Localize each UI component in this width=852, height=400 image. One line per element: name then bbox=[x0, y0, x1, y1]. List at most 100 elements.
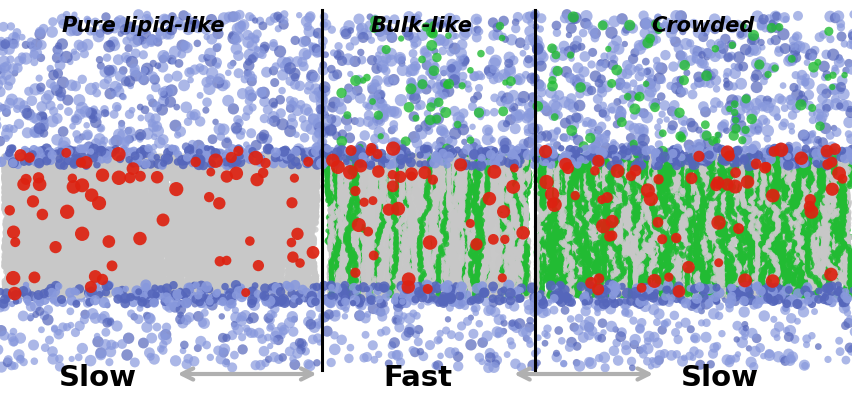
Point bbox=[154, 276, 168, 283]
Point bbox=[704, 228, 717, 234]
Point bbox=[442, 232, 456, 239]
Point bbox=[128, 202, 141, 209]
Point bbox=[791, 220, 804, 226]
Point bbox=[417, 172, 431, 178]
Point bbox=[236, 251, 250, 258]
Point bbox=[377, 271, 391, 277]
Point bbox=[598, 224, 612, 230]
Point bbox=[85, 221, 99, 227]
Point bbox=[295, 292, 308, 299]
Point bbox=[498, 284, 512, 291]
Point bbox=[505, 264, 519, 270]
Point bbox=[60, 229, 74, 236]
Point bbox=[210, 210, 224, 216]
Point bbox=[374, 231, 388, 238]
Point bbox=[389, 170, 402, 177]
Point bbox=[606, 181, 619, 188]
Point bbox=[128, 247, 141, 253]
Point bbox=[72, 42, 86, 48]
Point bbox=[257, 169, 271, 176]
Point bbox=[170, 104, 183, 110]
Point bbox=[67, 207, 81, 213]
Point bbox=[377, 201, 390, 207]
Point bbox=[333, 290, 347, 296]
Point bbox=[637, 180, 651, 186]
Point bbox=[185, 203, 199, 209]
Point bbox=[451, 180, 464, 186]
Point bbox=[164, 172, 178, 179]
Point bbox=[101, 260, 115, 266]
Point bbox=[85, 158, 99, 165]
Point bbox=[239, 189, 253, 195]
Point bbox=[79, 255, 93, 261]
Point bbox=[452, 173, 466, 179]
Point bbox=[557, 182, 571, 188]
Point bbox=[649, 157, 663, 163]
Point bbox=[611, 164, 625, 170]
Point bbox=[222, 175, 236, 182]
Point bbox=[643, 265, 657, 272]
Point bbox=[320, 155, 333, 161]
Point bbox=[262, 279, 275, 286]
Point bbox=[198, 208, 211, 214]
Point bbox=[212, 261, 226, 268]
Point bbox=[75, 286, 89, 292]
Point bbox=[110, 163, 124, 169]
Point bbox=[439, 278, 452, 284]
Point bbox=[308, 324, 321, 330]
Point bbox=[453, 240, 467, 247]
Point bbox=[55, 16, 69, 23]
Point bbox=[60, 210, 73, 217]
Point bbox=[569, 277, 583, 283]
Point bbox=[505, 274, 519, 281]
Point bbox=[124, 246, 137, 253]
Point bbox=[67, 202, 81, 208]
Point bbox=[114, 193, 128, 200]
Point bbox=[173, 269, 187, 276]
Point bbox=[772, 207, 786, 213]
Point bbox=[95, 281, 109, 288]
Point bbox=[238, 202, 251, 209]
Point bbox=[333, 288, 347, 294]
Point bbox=[356, 203, 370, 210]
Point bbox=[165, 276, 179, 282]
Point bbox=[193, 264, 206, 271]
Point bbox=[292, 288, 306, 295]
Point bbox=[633, 154, 647, 161]
Point bbox=[496, 171, 509, 177]
Point bbox=[800, 276, 814, 282]
Point bbox=[90, 192, 104, 198]
Point bbox=[118, 258, 132, 264]
Point bbox=[557, 200, 571, 206]
Point bbox=[556, 208, 570, 214]
Point bbox=[490, 193, 504, 199]
Point bbox=[765, 259, 779, 266]
Point bbox=[46, 167, 60, 174]
Point bbox=[570, 202, 584, 208]
Point bbox=[466, 200, 480, 206]
Point bbox=[780, 278, 793, 284]
Point bbox=[403, 160, 417, 166]
Point bbox=[345, 181, 359, 187]
Point bbox=[663, 168, 676, 174]
Point bbox=[423, 156, 436, 162]
Point bbox=[371, 203, 384, 209]
Point bbox=[259, 258, 273, 264]
Point bbox=[380, 214, 394, 220]
Point bbox=[556, 182, 570, 188]
Point bbox=[423, 240, 436, 247]
Point bbox=[22, 196, 36, 202]
Point bbox=[530, 158, 544, 165]
Point bbox=[737, 244, 751, 250]
Point bbox=[266, 226, 279, 233]
Point bbox=[383, 269, 397, 275]
Point bbox=[346, 246, 360, 252]
Point bbox=[97, 170, 111, 177]
Point bbox=[245, 33, 258, 40]
Point bbox=[659, 226, 672, 232]
Point bbox=[64, 180, 78, 186]
Point bbox=[517, 184, 531, 191]
Point bbox=[604, 182, 618, 189]
Point bbox=[170, 211, 184, 218]
Point bbox=[795, 203, 809, 210]
